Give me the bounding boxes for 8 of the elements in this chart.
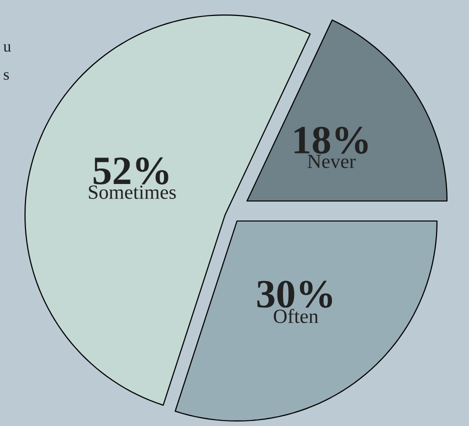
data-label: 30% xyxy=(257,280,332,308)
slice-label: Often xyxy=(274,308,318,324)
data-label: 18% xyxy=(294,126,368,154)
data-label: 52% xyxy=(94,157,168,185)
text: s xyxy=(4,72,9,80)
slice-label: Never xyxy=(308,154,356,168)
slice-label: Sometimes xyxy=(88,186,176,199)
text: u xyxy=(3,44,11,52)
